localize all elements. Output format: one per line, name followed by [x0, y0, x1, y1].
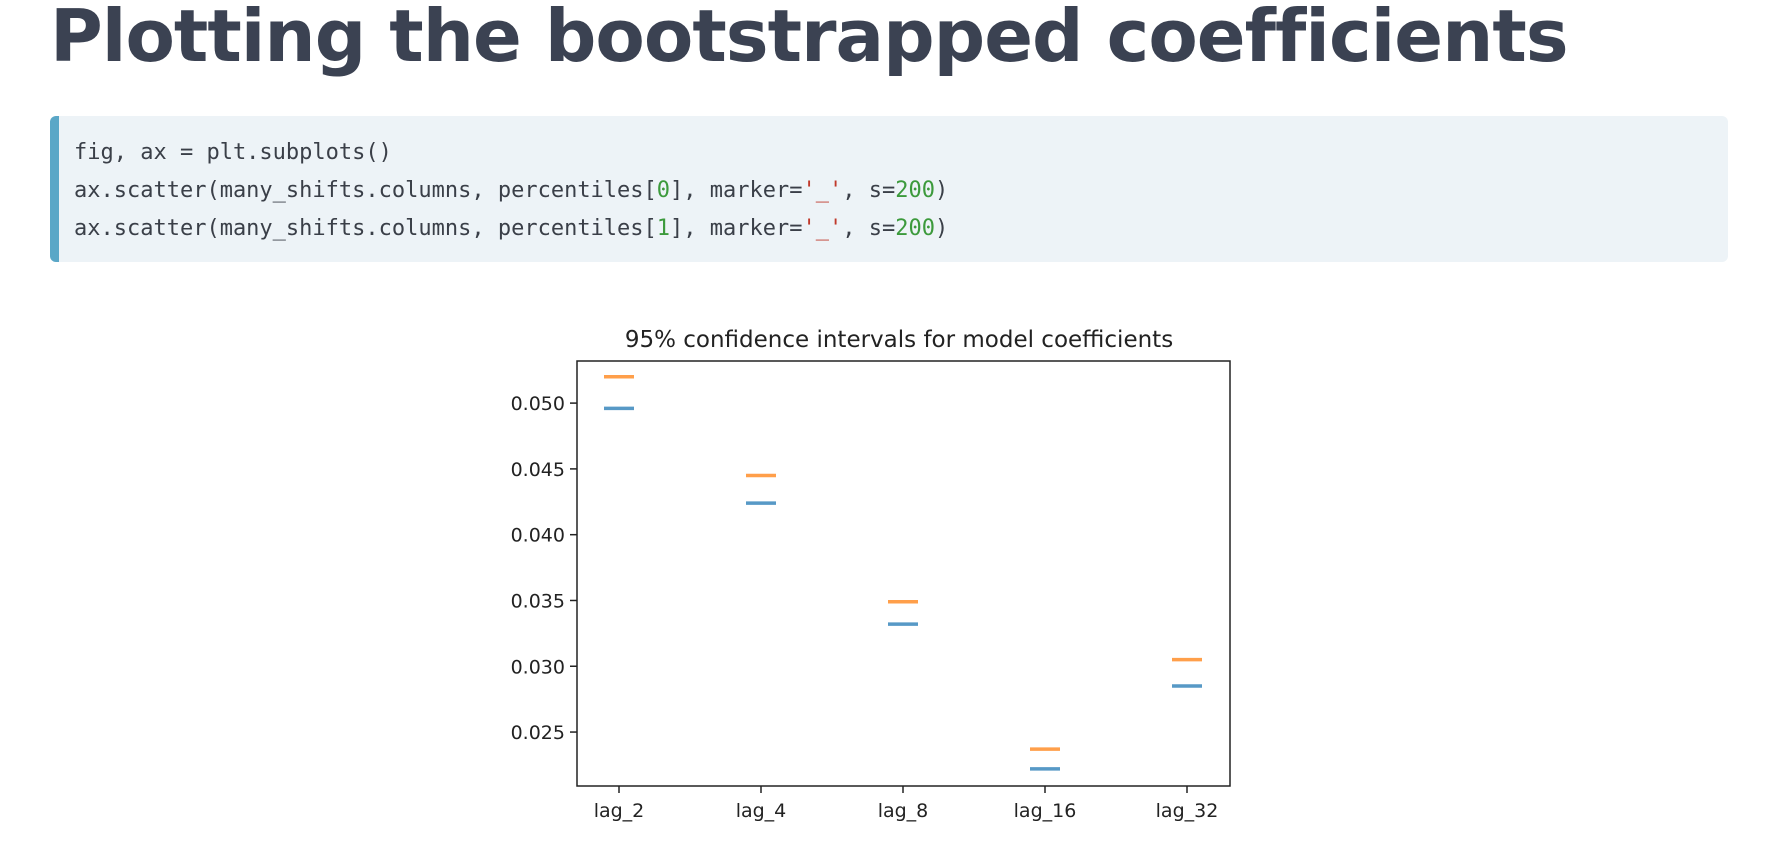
code-line: fig, ax = plt.subplots()	[74, 134, 1728, 172]
code-token: )	[934, 178, 949, 203]
y-tick-label: 0.045	[511, 459, 565, 481]
y-tick-label: 0.050	[511, 393, 565, 415]
x-tick-label: lag_32	[1156, 800, 1219, 822]
code-token: 200	[895, 178, 935, 203]
code-line: ax.scatter(many_shifts.columns, percenti…	[74, 172, 1728, 210]
chart-title: 95% confidence intervals for model coeff…	[625, 327, 1173, 353]
code-token: ax.scatter(many_shifts.columns, percenti…	[74, 216, 657, 241]
x-tick-label: lag_4	[736, 800, 787, 822]
code-block: fig, ax = plt.subplots() ax.scatter(many…	[50, 116, 1728, 262]
code-token: 0	[656, 178, 671, 203]
y-tick-label: 0.040	[511, 525, 565, 547]
plot-frame	[576, 360, 1231, 787]
code-token: ax.scatter(many_shifts.columns, percenti…	[74, 178, 657, 203]
code-token: 200	[895, 216, 935, 241]
code-token: , s=	[842, 216, 896, 241]
data-marks	[604, 375, 1202, 771]
x-axis: lag_2 lag_4 lag_8 lag_16 lag_32	[594, 786, 1219, 822]
x-tick-label: lag_2	[594, 800, 645, 822]
y-tick-label: 0.035	[511, 590, 565, 612]
code-token: ], marker=	[670, 178, 803, 203]
code-token: , s=	[842, 178, 896, 203]
x-tick-label: lag_16	[1014, 800, 1077, 822]
page-title: Plotting the bootstrapped coefficients	[50, 0, 1569, 78]
code-token: '_'	[802, 216, 843, 241]
y-tick-label: 0.025	[511, 722, 565, 744]
y-tick-label: 0.030	[511, 656, 565, 678]
code-token: fig, ax = plt.subplots()	[74, 140, 392, 165]
code-token: ], marker=	[670, 216, 803, 241]
code-line: ax.scatter(many_shifts.columns, percenti…	[74, 210, 1728, 248]
code-token: )	[934, 216, 949, 241]
code-token: 1	[656, 216, 671, 241]
code-token: '_'	[802, 178, 843, 203]
y-axis: 0.025 0.030 0.035 0.040 0.045 0.050	[511, 393, 577, 744]
x-tick-label: lag_8	[878, 800, 929, 822]
